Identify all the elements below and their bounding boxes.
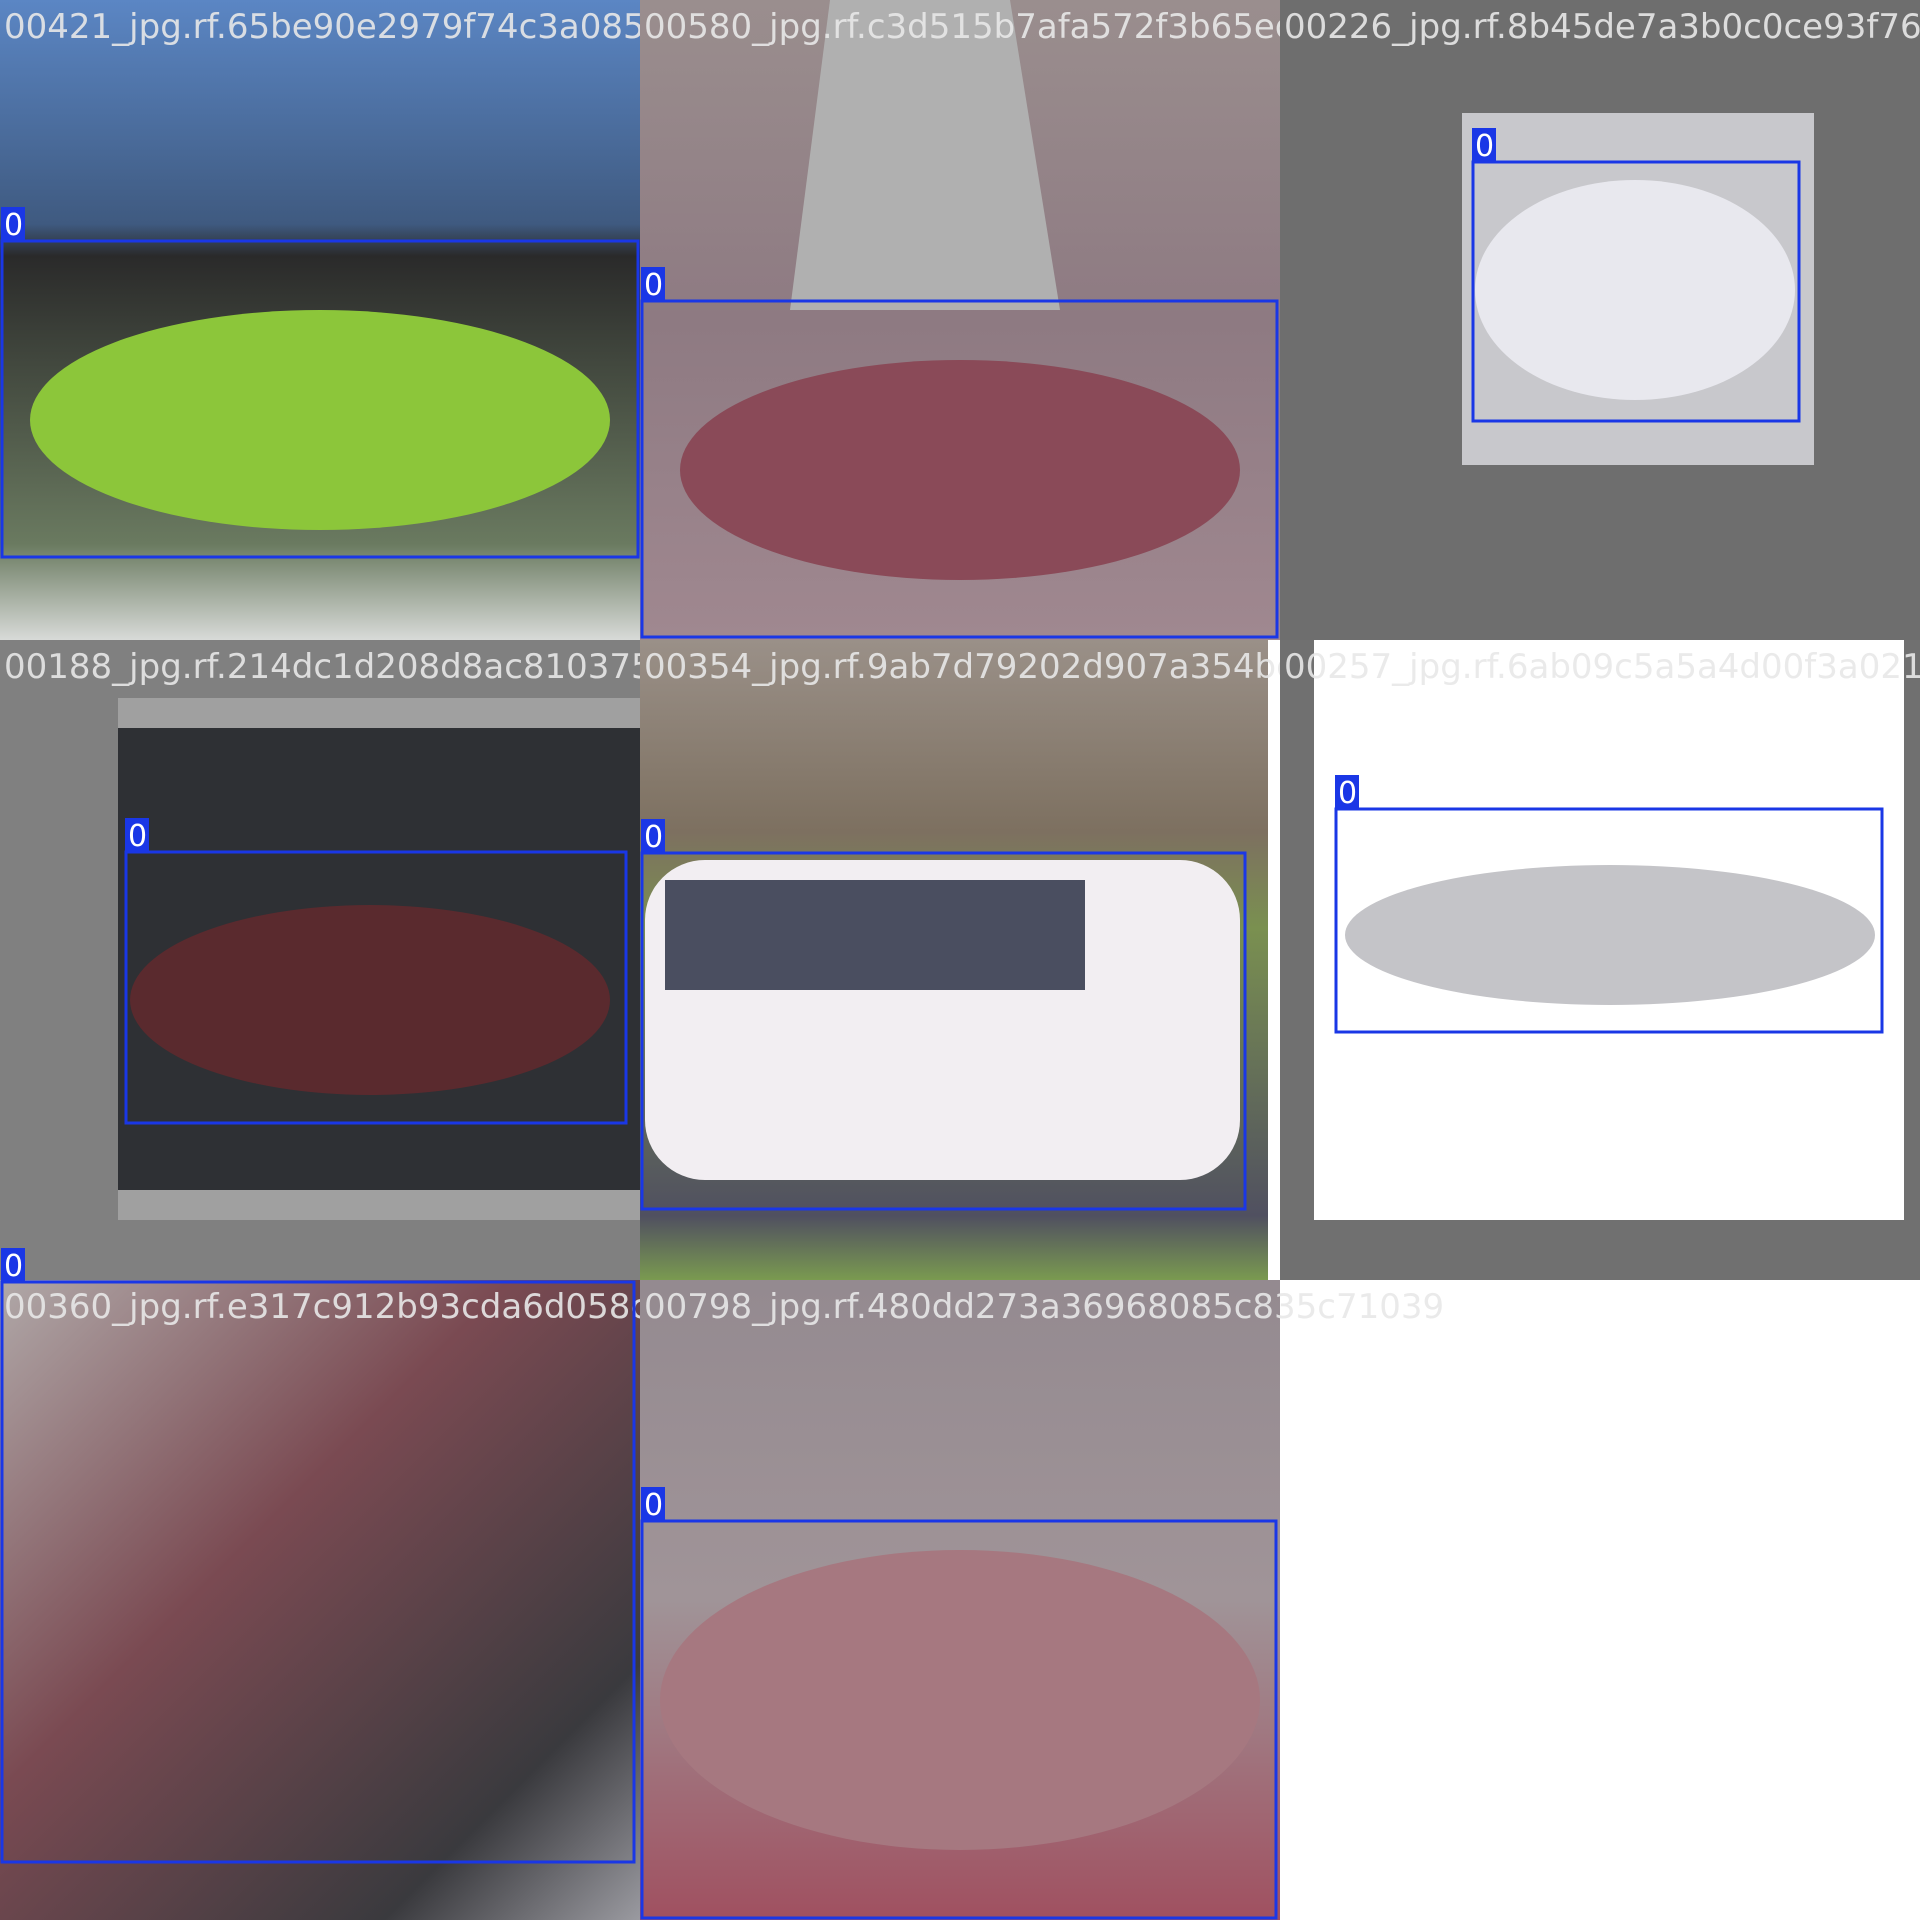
tile-image	[660, 1550, 1260, 1850]
tile-image	[790, 0, 1060, 310]
tile: 00226_jpg.rf.8b45de7a3b0c0ce93f76 0	[1280, 0, 1920, 640]
class-label: 0	[4, 1249, 23, 1284]
class-label: 0	[644, 820, 663, 855]
class-label: 0	[1338, 776, 1357, 811]
tile-image	[1268, 640, 1280, 1280]
tile-image	[130, 905, 610, 1095]
filename: 00257_jpg.rf.6ab09c5a5a4d00f3a021	[1284, 647, 1920, 687]
bounding-box	[1334, 807, 1884, 1034]
class-label-bg	[1472, 128, 1496, 162]
tile: 00354_jpg.rf.9ab7d79202d907a354bd6921b 0	[640, 640, 1406, 1280]
class-label-bg	[641, 267, 665, 301]
class-label-bg	[641, 819, 665, 853]
class-label-bg	[125, 818, 149, 852]
bounding-box	[640, 299, 1279, 639]
bounding-box	[1471, 160, 1801, 423]
tile: 00188_jpg.rf.214dc1d208d8ac8103756033 0	[0, 640, 739, 1280]
filename: 00798_jpg.rf.480dd273a36968085c835c71039	[644, 1287, 1444, 1327]
tile: 00580_jpg.rf.c3d515b7afa572f3b65ed80224 0	[640, 0, 1405, 640]
bounding-box	[640, 1519, 1278, 1920]
tile: 00798_jpg.rf.480dd273a36968085c835c71039…	[640, 1280, 1444, 1920]
bounding-box	[124, 850, 628, 1125]
filename: 00354_jpg.rf.9ab7d79202d907a354bd6921b	[644, 647, 1406, 687]
class-label-bg	[641, 1487, 665, 1521]
class-label: 0	[1475, 129, 1494, 164]
bounding-box	[640, 851, 1247, 1211]
filename: 00226_jpg.rf.8b45de7a3b0c0ce93f76	[1284, 7, 1920, 47]
class-label: 0	[128, 819, 147, 854]
bounding-box	[0, 239, 640, 559]
tile-image	[680, 360, 1240, 580]
filename: 00580_jpg.rf.c3d515b7afa572f3b65ed80224	[644, 7, 1405, 47]
filename: 00360_jpg.rf.e317c912b93cda6d058c07598	[4, 1287, 757, 1327]
class-label: 0	[644, 268, 663, 303]
filename: 00188_jpg.rf.214dc1d208d8ac8103756033	[4, 647, 739, 687]
class-label: 0	[644, 1488, 663, 1523]
tile-image	[30, 310, 610, 530]
class-label-bg	[1, 207, 25, 241]
class-label-bg	[1, 1248, 25, 1282]
tile: 00257_jpg.rf.6ab09c5a5a4d00f3a021 0	[1280, 640, 1920, 1280]
tile-image	[665, 880, 1085, 990]
tile-image	[1475, 180, 1795, 400]
class-label: 0	[4, 208, 23, 243]
tile-image	[1345, 865, 1875, 1005]
bounding-box	[0, 1280, 636, 1864]
tile-image	[0, 1280, 640, 1920]
class-label-bg	[1335, 775, 1359, 809]
